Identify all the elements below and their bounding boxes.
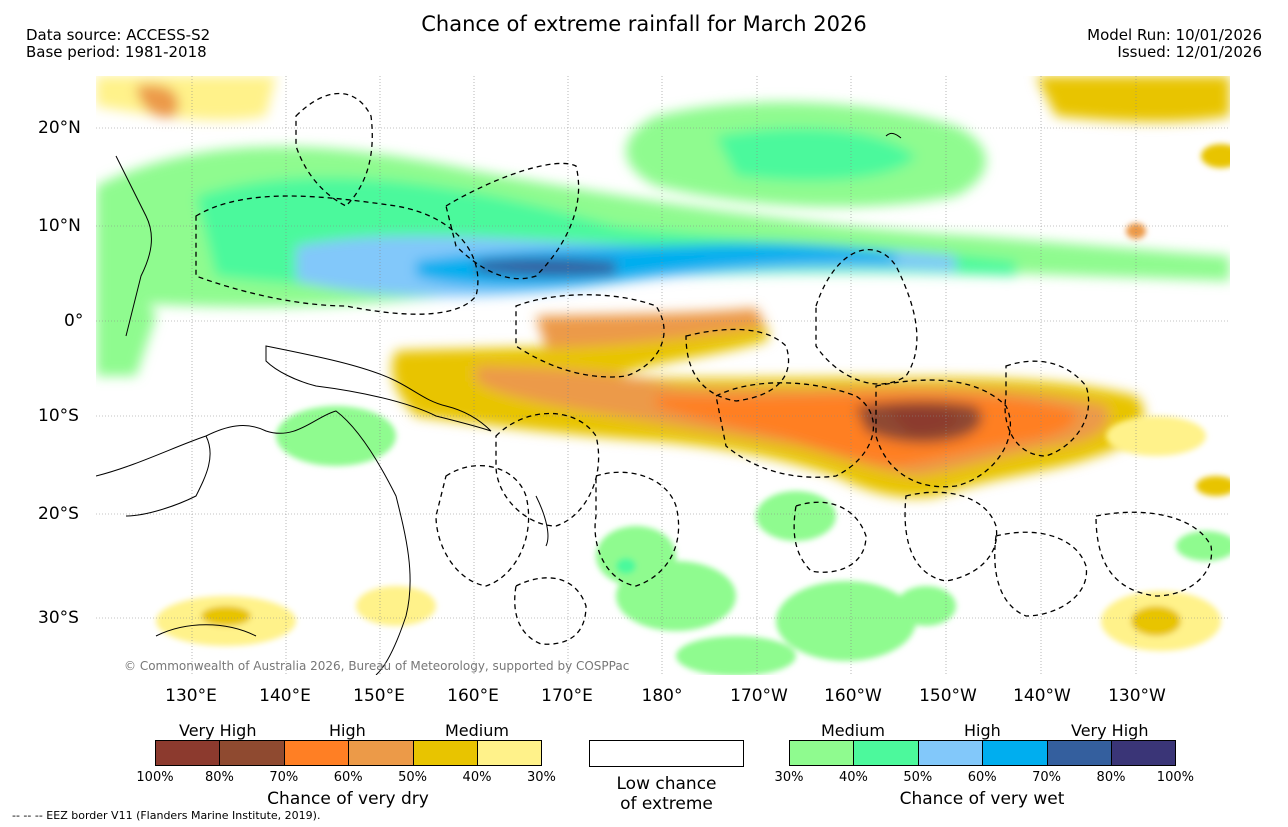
dry-tick-3: 60% [333, 770, 363, 785]
dry-tick-2: 70% [269, 770, 299, 785]
dry-swatch-4 [412, 740, 478, 766]
data-source-text: Data source: ACCESS-S2 [26, 26, 211, 44]
lat-label-20s: 20°S [38, 504, 79, 524]
wet-swatch-5 [1111, 740, 1177, 766]
wet-swatch-0 [789, 740, 855, 766]
lat-label-equator: 0° [64, 311, 84, 331]
dry-swatch-0 [155, 740, 221, 766]
lat-label-10n: 10°N [38, 216, 81, 236]
lon-label-130w: 130°W [1108, 686, 1166, 706]
wet-tick-0: 30% [774, 770, 804, 785]
wet-category-very-high: Very High [1071, 721, 1149, 740]
lon-label-170w: 170°W [730, 686, 788, 706]
wet-tick-1: 40% [838, 770, 868, 785]
dry-swatch-3 [348, 740, 414, 766]
dry-category-high: High [329, 721, 366, 740]
lon-label-140w: 140°W [1013, 686, 1071, 706]
wet-swatch-1 [853, 740, 919, 766]
lat-label-30s: 30°S [38, 608, 79, 628]
eez-borders [195, 93, 1213, 645]
lon-label-130e: 130°E [165, 686, 217, 706]
dry-tick-4: 50% [398, 770, 428, 785]
base-period-text: Base period: 1981-2018 [26, 43, 207, 61]
wet-swatch-3 [982, 740, 1048, 766]
wet-swatch-4 [1046, 740, 1112, 766]
wet-tick-2: 50% [903, 770, 933, 785]
wet-swatch-2 [917, 740, 984, 766]
lon-label-170e: 170°E [541, 686, 593, 706]
lon-label-180: 180° [641, 686, 683, 706]
dry-swatch-5 [477, 740, 543, 766]
rainfall-map: © Commonwealth of Australia 2026, Bureau… [96, 76, 1230, 675]
lon-label-160w: 160°W [824, 686, 882, 706]
model-run-text: Model Run: 10/01/2026 [1087, 26, 1262, 44]
low-chance-swatch [589, 740, 744, 767]
low-chance-line1: Low chance [616, 774, 717, 794]
dry-caption: Chance of very dry [267, 789, 429, 809]
coastlines [96, 132, 902, 675]
lon-label-160e: 160°E [447, 686, 499, 706]
wet-tick-3: 60% [967, 770, 997, 785]
dry-tick-5: 40% [462, 770, 492, 785]
dry-tick-1: 80% [204, 770, 234, 785]
eez-footnote: -- -- -- EEZ border V11 (Flanders Marine… [12, 809, 321, 822]
wet-category-medium: Medium [821, 721, 885, 740]
dry-swatch-2 [283, 740, 350, 766]
dry-swatch-1 [219, 740, 285, 766]
dry-category-medium: Medium [445, 721, 509, 740]
map-gridlines [96, 76, 1230, 675]
wet-category-high: High [964, 721, 1001, 740]
wet-tick-4: 70% [1032, 770, 1062, 785]
low-chance-line2: of extreme [620, 794, 713, 814]
lat-label-20n: 20°N [38, 118, 81, 138]
dry-tick-0: 100% [136, 770, 174, 785]
model-run-info: Model Run: 10/01/2026 Issued: 12/01/2026 [1087, 27, 1262, 61]
issued-text: Issued: 12/01/2026 [1117, 43, 1262, 61]
dry-tick-6: 30% [526, 770, 556, 785]
low-chance-label: Low chance of extreme [589, 774, 744, 814]
wet-caption: Chance of very wet [899, 789, 1065, 809]
data-source-info: Data source: ACCESS-S2 Base period: 1981… [26, 27, 210, 61]
wet-tick-5: 80% [1096, 770, 1126, 785]
lon-label-150e: 150°E [353, 686, 405, 706]
lat-label-10s: 10°S [38, 406, 79, 426]
wet-tick-6: 100% [1156, 770, 1194, 785]
lon-label-150w: 150°W [919, 686, 977, 706]
dry-category-very-high: Very High [179, 721, 257, 740]
lon-label-140e: 140°E [259, 686, 311, 706]
copyright-text: © Commonwealth of Australia 2026, Bureau… [124, 659, 629, 673]
map-title: Chance of extreme rainfall for March 202… [421, 12, 867, 36]
